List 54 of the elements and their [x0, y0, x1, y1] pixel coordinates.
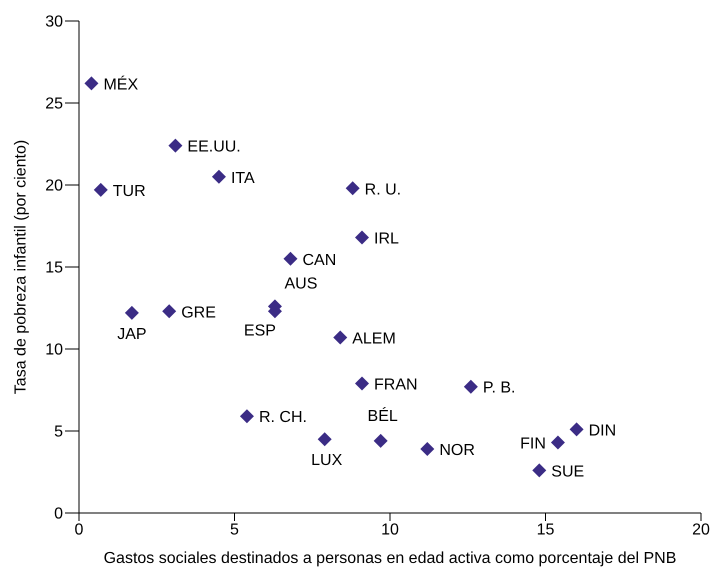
annotation: LUX [311, 452, 343, 470]
point [550, 435, 565, 450]
point [355, 376, 370, 390]
annotation: FRAN [374, 376, 418, 394]
point [333, 330, 348, 345]
annotation: CAN [302, 252, 336, 269]
y-axis-title: Tasa de pobreza infantil (por ciento) [12, 140, 30, 394]
annotation: GRE [181, 304, 216, 322]
point [464, 380, 478, 394]
x-tick-label: 5 [230, 521, 240, 538]
annotation: JAP [117, 326, 147, 343]
point [283, 252, 298, 266]
point [318, 432, 332, 446]
annotation: DIN [588, 422, 616, 440]
point [346, 181, 360, 196]
x-tick-label: 10 [381, 521, 399, 538]
annotation: P. B. [482, 380, 516, 397]
point [94, 182, 108, 197]
y-tick-label: 30 [45, 14, 64, 31]
annotation: R. U. [364, 181, 402, 198]
point [570, 422, 584, 436]
annotation: AUS [284, 275, 318, 292]
point [240, 409, 254, 424]
point [84, 76, 98, 90]
y-tick-label: 25 [45, 96, 64, 113]
point [212, 170, 226, 184]
annotation: BÉL [368, 406, 398, 425]
annotation: FIN [520, 435, 546, 452]
annotation: ALEM [352, 330, 396, 348]
annotation: R. CH. [258, 409, 307, 426]
y-tick-label: 0 [54, 506, 64, 523]
x-tick-label: 20 [692, 521, 710, 538]
annotation: NOR [439, 442, 475, 460]
annotation: IRL [374, 230, 400, 248]
y-tick-label: 10 [45, 342, 64, 359]
point [168, 138, 182, 153]
y-tick-label: 15 [45, 260, 64, 277]
y-tick-label: 20 [45, 178, 64, 195]
y-tick-label: 5 [54, 424, 64, 441]
point [355, 230, 370, 244]
annotation: EE.UU. [187, 138, 241, 156]
annotation: MÉX [103, 75, 138, 94]
annotation: ESP [244, 322, 276, 340]
point [532, 463, 546, 478]
x-tick-label: 0 [74, 521, 84, 538]
x-axis-title: Gastos sociales destinados a personas en edad activa como porcentaje del PNB [104, 550, 676, 567]
x-tick-label: 15 [536, 521, 554, 538]
annotation: TUR [112, 182, 146, 200]
annotation: SUE [551, 463, 584, 480]
point [374, 434, 388, 448]
point [162, 304, 176, 318]
point [420, 442, 434, 456]
annotation: ITA [230, 170, 255, 187]
point [124, 306, 139, 320]
